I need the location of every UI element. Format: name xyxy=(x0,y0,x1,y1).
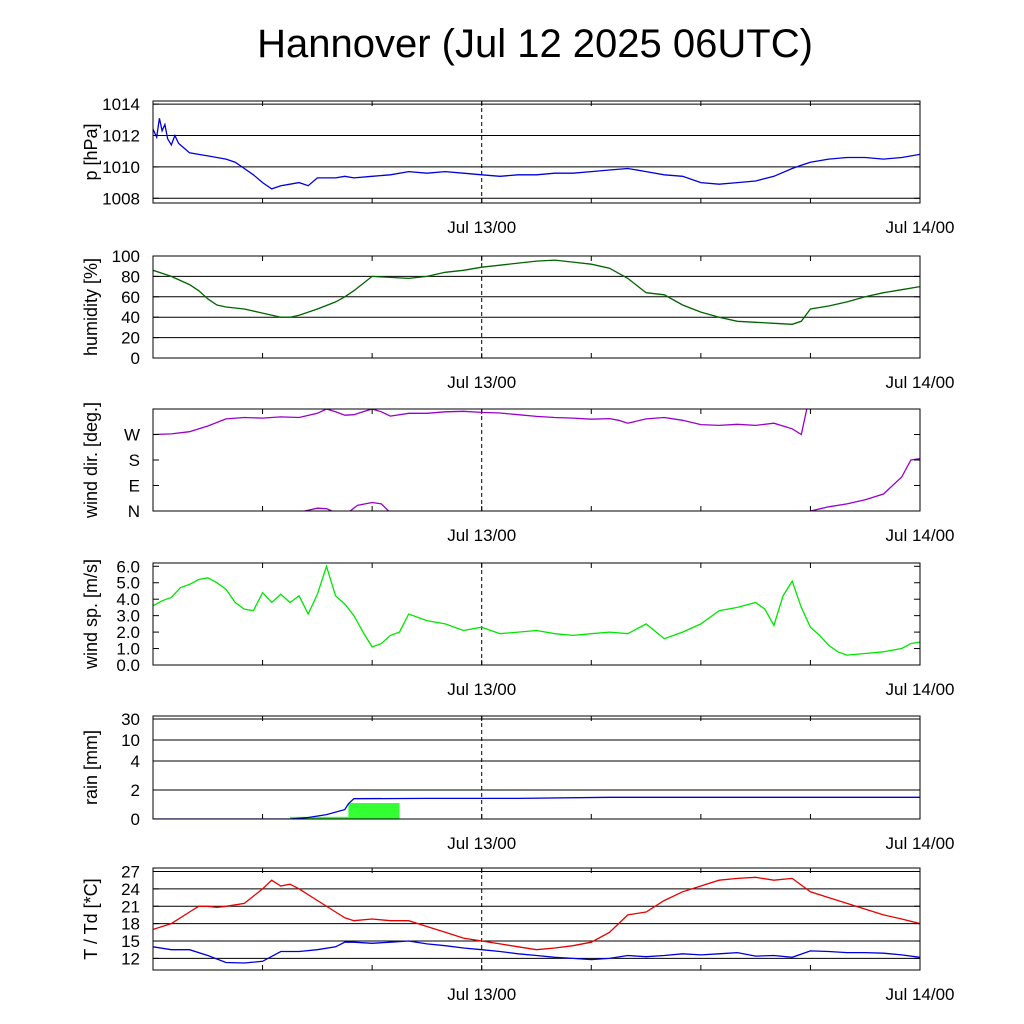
x-tick-label: Jul 13/00 xyxy=(447,526,516,545)
series-line-1 xyxy=(153,259,920,325)
rain-bar xyxy=(348,803,400,819)
y-tick-label: 21 xyxy=(121,897,140,916)
y-tick-label: 24 xyxy=(121,880,140,899)
series-line-2 xyxy=(304,507,333,511)
series-line-1 xyxy=(153,876,920,951)
y-tick-label: 80 xyxy=(121,267,140,286)
y-tick-label: 2.0 xyxy=(116,623,140,642)
plot-frame xyxy=(152,408,921,512)
x-tick-label: Jul 13/00 xyxy=(447,680,516,699)
y-tick-label: E xyxy=(129,477,140,496)
series-line-3 xyxy=(349,501,390,511)
panel-4: 0.01.02.03.04.05.06.0 wind sp. [m/s] Jul 1… xyxy=(81,557,955,699)
x-tick-label: Jul 14/00 xyxy=(886,834,955,853)
panel-5: 0 2 4 10 30 rain [mm] Jul 13/00 Jul 14/00 xyxy=(81,710,955,853)
chart-title: Hannover (Jul 12 2025 06UTC) xyxy=(257,22,813,66)
y-tick-label: 5.0 xyxy=(116,574,140,593)
series-line-1 xyxy=(153,118,920,190)
y-axis-label: wind sp. [m/s] xyxy=(81,559,101,670)
y-tick-label: 0.0 xyxy=(116,656,140,675)
series-line-1 xyxy=(153,409,808,436)
y-tick-label: 3.0 xyxy=(116,607,140,626)
plot-frame xyxy=(152,715,921,820)
x-tick-label: Jul 14/00 xyxy=(886,526,955,545)
y-tick-label: 4.0 xyxy=(116,590,140,609)
y-tick-label: 1010 xyxy=(102,158,140,177)
y-axis-label: T / Td [*C] xyxy=(81,878,101,959)
x-tick-label: Jul 14/00 xyxy=(886,680,955,699)
y-tick-label: W xyxy=(124,426,140,445)
y-tick-label: 15 xyxy=(121,932,140,951)
series-line-4 xyxy=(810,457,920,511)
x-tick-label: Jul 13/00 xyxy=(447,218,516,237)
series-line-1 xyxy=(153,564,920,656)
y-tick-label: 1.0 xyxy=(116,640,140,659)
y-tick-label: 2 xyxy=(131,781,140,800)
plot-frame xyxy=(152,562,921,666)
x-tick-label: Jul 14/00 xyxy=(886,218,955,237)
y-tick-label: 18 xyxy=(121,915,140,934)
plot-frame xyxy=(152,100,921,204)
y-tick-label: 4 xyxy=(131,752,140,771)
y-tick-label: S xyxy=(129,451,140,470)
x-tick-label: Jul 14/00 xyxy=(886,985,955,1004)
y-tick-label: 40 xyxy=(121,308,140,327)
y-tick-label: 60 xyxy=(121,288,140,307)
y-tick-label: 1014 xyxy=(102,95,140,114)
series-line-1 xyxy=(153,796,920,819)
y-tick-label: N xyxy=(128,502,140,521)
y-tick-label: 30 xyxy=(121,710,140,729)
y-tick-label: 1012 xyxy=(102,127,140,146)
x-tick-label: Jul 13/00 xyxy=(447,834,516,853)
y-tick-label: 20 xyxy=(121,329,140,348)
x-tick-label: Jul 13/00 xyxy=(447,985,516,1004)
y-tick-label: 10 xyxy=(121,731,140,750)
x-tick-label: Jul 13/00 xyxy=(447,373,516,392)
y-tick-label: 12 xyxy=(121,949,140,968)
y-axis-label: p [hPa] xyxy=(81,123,101,180)
series-line-2 xyxy=(153,940,920,964)
plot-frame xyxy=(152,867,921,971)
y-axis-label: wind dir. [deg.] xyxy=(81,402,101,519)
y-tick-label: 6.0 xyxy=(116,557,140,576)
x-tick-label: Jul 14/00 xyxy=(886,373,955,392)
y-tick-label: 27 xyxy=(121,862,140,881)
y-tick-label: 1008 xyxy=(102,189,140,208)
y-axis-label: humidity [%] xyxy=(81,258,101,356)
y-tick-label: 100 xyxy=(112,247,140,266)
y-axis-label: rain [mm] xyxy=(81,730,101,805)
plot-frame xyxy=(152,255,921,359)
y-tick-label: 0 xyxy=(131,349,140,368)
rain-bar xyxy=(289,816,349,819)
y-tick-label: 0 xyxy=(131,810,140,829)
